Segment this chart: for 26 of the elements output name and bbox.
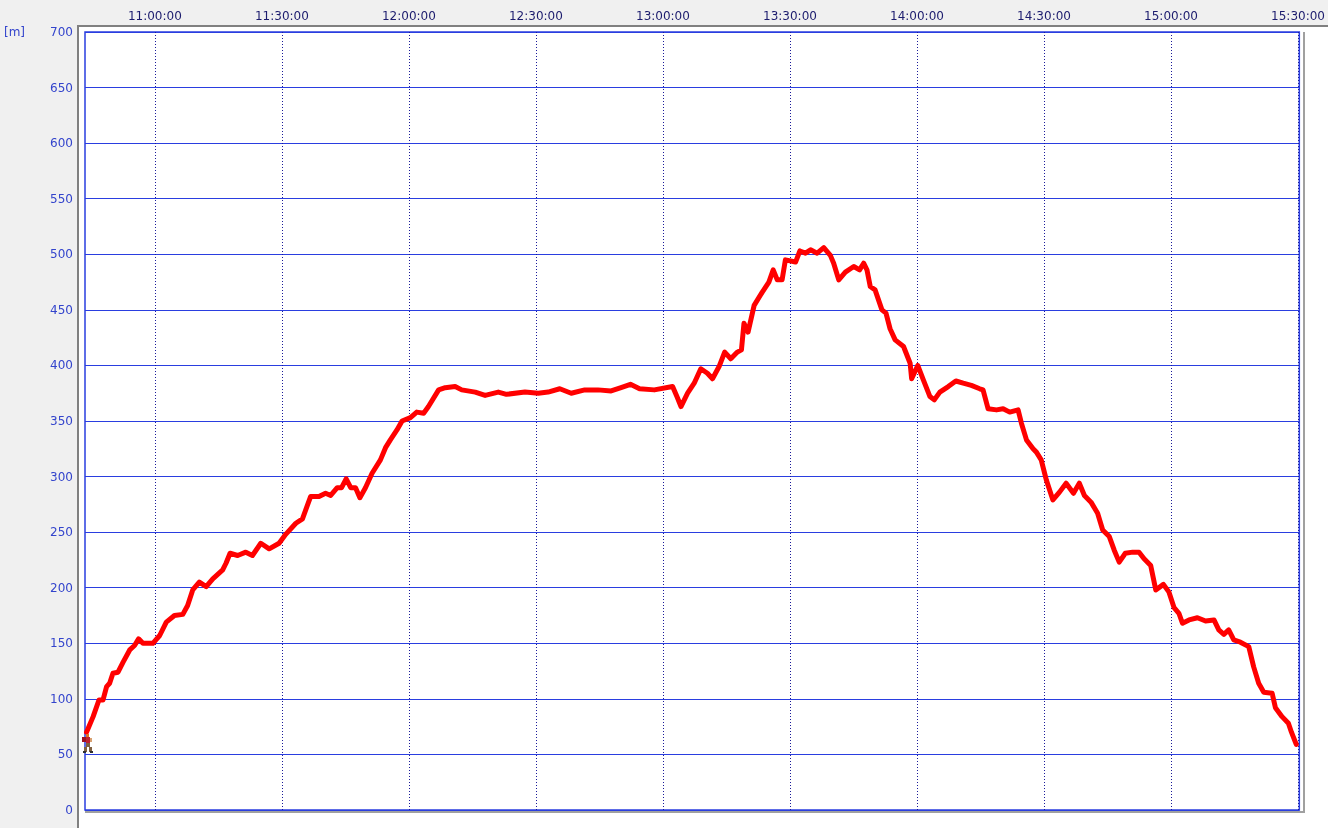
y-tick-label: 250 (50, 525, 73, 540)
y-tick-label: 450 (50, 302, 73, 317)
x-tick-label: 11:30:00 (254, 9, 309, 23)
x-tick-label: 11:00:00 (127, 9, 182, 23)
y-tick-label: 0 (65, 803, 73, 817)
x-tick-label: 13:00:00 (635, 9, 690, 23)
x-tick-label: 14:00:00 (890, 9, 944, 23)
y-tick-label: 700 (50, 25, 73, 39)
y-tick-label: 50 (57, 747, 73, 762)
y-tick-label: 400 (50, 358, 73, 373)
x-tick-label: 15:30:00 (1271, 9, 1326, 23)
y-tick-label: 500 (50, 247, 73, 262)
y-tick-label: 550 (50, 191, 73, 206)
y-tick-label: 300 (50, 469, 73, 484)
y-tick-label: 350 (50, 414, 73, 428)
y-axis-title: [m] (4, 25, 26, 39)
x-tick-label: 13:30:00 (763, 9, 817, 23)
x-tick-label: 15:00:00 (1144, 9, 1198, 23)
y-tick-label: 100 (50, 691, 73, 706)
y-tick-label: 650 (50, 80, 73, 95)
y-tick-label: 150 (50, 636, 73, 651)
y-tick-label: 600 (50, 136, 73, 151)
x-tick-label: 12:30:00 (508, 9, 563, 23)
x-tick-label: 14:30:00 (1017, 9, 1071, 23)
x-tick-label: 12:00:00 (381, 9, 436, 23)
y-tick-label: 200 (50, 580, 73, 595)
